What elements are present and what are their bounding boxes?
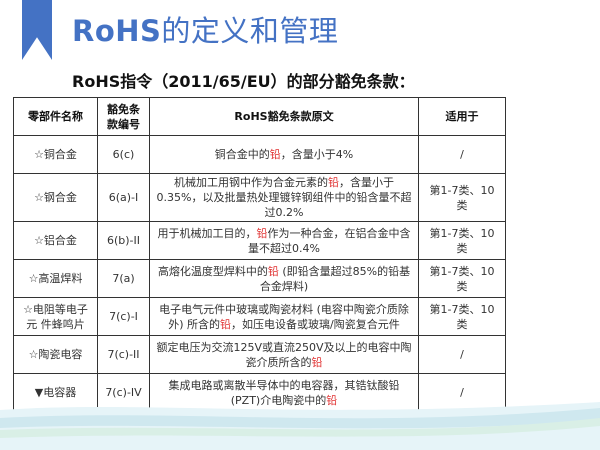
clause-text: 集成电路或离散半导体中的电容器，其锆钛酸铅(PZT)介电陶瓷中的: [168, 378, 400, 407]
cell-part: ☆高温焊料: [13, 259, 98, 298]
cell-applies: 第1-7类、10类: [418, 297, 506, 336]
clause-text: 额定电压为交流125V或直流250V及以上的电容中陶瓷介质所含的: [156, 340, 412, 369]
slide-title: RoHS的定义和管理: [72, 8, 338, 50]
clause-text: ，含量小于0.35%，以及批量热处理镀锌钢组件中的铅含量不超过0.2%: [156, 176, 412, 219]
cell-part: ☆陶瓷电容: [13, 335, 98, 374]
clause-text: 电子电气元件中玻璃或陶瓷材料 (电容中陶瓷介质除外) 所含的: [159, 302, 409, 331]
cell-part: ☆钢合金: [13, 173, 98, 222]
table-row: ☆电阻等电子元 件蜂鸣片 7(c)-I 电子电气元件中玻璃或陶瓷材料 (电容中陶瓷介…: [13, 297, 506, 336]
lead-highlight: 铅: [256, 226, 268, 240]
clause-text: 高熔化温度型焊料中的: [157, 264, 268, 278]
lead-highlight: 铅: [328, 176, 339, 189]
title-latin: RoHS: [72, 14, 162, 48]
header-applies: 适用于: [418, 97, 506, 136]
cell-code: 6(a)-I: [97, 173, 150, 222]
cell-text: 额定电压为交流125V或直流250V及以上的电容中陶瓷介质所含的铅: [149, 335, 419, 374]
clause-text: ，含量小于4%: [280, 148, 354, 161]
cell-text: 电子电气元件中玻璃或陶瓷材料 (电容中陶瓷介质除外) 所含的铅，如压电设备或玻璃…: [149, 297, 419, 336]
clause-text: 用于机械加工目的，: [157, 226, 257, 240]
cell-part: ☆铜合金: [13, 135, 98, 174]
cell-text: 高熔化温度型焊料中的铅 (即铅含量超过85%的铅基合金焊料): [149, 259, 419, 298]
table-row: ☆铝合金 6(b)-II 用于机械加工目的，铅作为一种合金，在铝合金中含量不超过0.…: [13, 221, 506, 260]
cell-applies: 第1-7类、10类: [418, 173, 506, 222]
bookmark-ribbon-icon: [22, 0, 52, 60]
slide-subtitle: RoHS指令（2011/65/EU）的部分豁免条款：: [72, 72, 415, 91]
table-row: ☆钢合金 6(a)-I 机械加工用钢中作为合金元素的铅，含量小于0.35%，以及批量…: [13, 173, 506, 222]
cell-part: ▼电容器: [13, 373, 98, 412]
cell-applies: /: [418, 335, 506, 374]
clause-text: ，如压电设备或玻璃/陶瓷复合元件: [231, 317, 400, 331]
lead-highlight: 铅: [326, 393, 338, 407]
table-row: ▼电容器 7(c)-IV 集成电路或离散半导体中的电容器，其锆钛酸铅(PZT)介电陶…: [13, 373, 506, 412]
cell-code: 7(c)-I: [97, 297, 150, 336]
lead-highlight: 铅: [269, 148, 281, 161]
clause-text: 作为一种合金，在铝合金中含量不超过0.4%: [248, 226, 411, 255]
lead-highlight: 铅: [311, 355, 323, 369]
cell-applies: 第1-7类、10类: [418, 259, 506, 298]
cell-code: 7(a): [97, 259, 150, 298]
cell-applies: /: [418, 135, 506, 174]
header-text: RoHS豁免条款原文: [149, 97, 419, 136]
clause-text: 机械加工用钢中作为合金元素的: [174, 176, 328, 189]
lead-highlight: 铅: [220, 317, 232, 331]
header-code: 豁免条款编号: [97, 97, 150, 136]
wave-decoration: [0, 402, 600, 450]
cell-text: 机械加工用钢中作为合金元素的铅，含量小于0.35%，以及批量热处理镀锌钢组件中的…: [149, 173, 419, 222]
header-part: 零部件名称: [13, 97, 98, 136]
table-row: ☆铜合金 6(c) 铜合金中的铅，含量小于4% /: [13, 135, 506, 174]
cell-text: 铜合金中的铅，含量小于4%: [149, 135, 419, 174]
cell-code: 6(c): [97, 135, 150, 174]
cell-text: 集成电路或离散半导体中的电容器，其锆钛酸铅(PZT)介电陶瓷中的铅: [149, 373, 419, 412]
table-row: ☆陶瓷电容 7(c)-II 额定电压为交流125V或直流250V及以上的电容中陶瓷介…: [13, 335, 506, 374]
cell-part: ☆电阻等电子元 件蜂鸣片: [13, 297, 98, 336]
clause-text: 铜合金中的: [214, 148, 270, 161]
exemption-table: 零部件名称 豁免条款编号 RoHS豁免条款原文 适用于 ☆铜合金 6(c) 铜合金中…: [13, 97, 506, 412]
cell-code: 6(b)-II: [97, 221, 150, 260]
table-header-row: 零部件名称 豁免条款编号 RoHS豁免条款原文 适用于: [13, 97, 506, 136]
table-row: ☆高温焊料 7(a) 高熔化温度型焊料中的铅 (即铅含量超过85%的铅基合金焊料) 第…: [13, 259, 506, 298]
lead-highlight: 铅: [267, 264, 279, 278]
cell-text: 用于机械加工目的，铅作为一种合金，在铝合金中含量不超过0.4%: [149, 221, 419, 260]
clause-text: (即铅含量超过85%的铅基合金焊料): [259, 264, 411, 293]
title-cn: 的定义和管理: [161, 14, 339, 48]
cell-applies: /: [418, 373, 506, 412]
cell-part: ☆铝合金: [13, 221, 98, 260]
cell-code: 7(c)-II: [97, 335, 150, 374]
cell-applies: 第1-7类、10类: [418, 221, 506, 260]
